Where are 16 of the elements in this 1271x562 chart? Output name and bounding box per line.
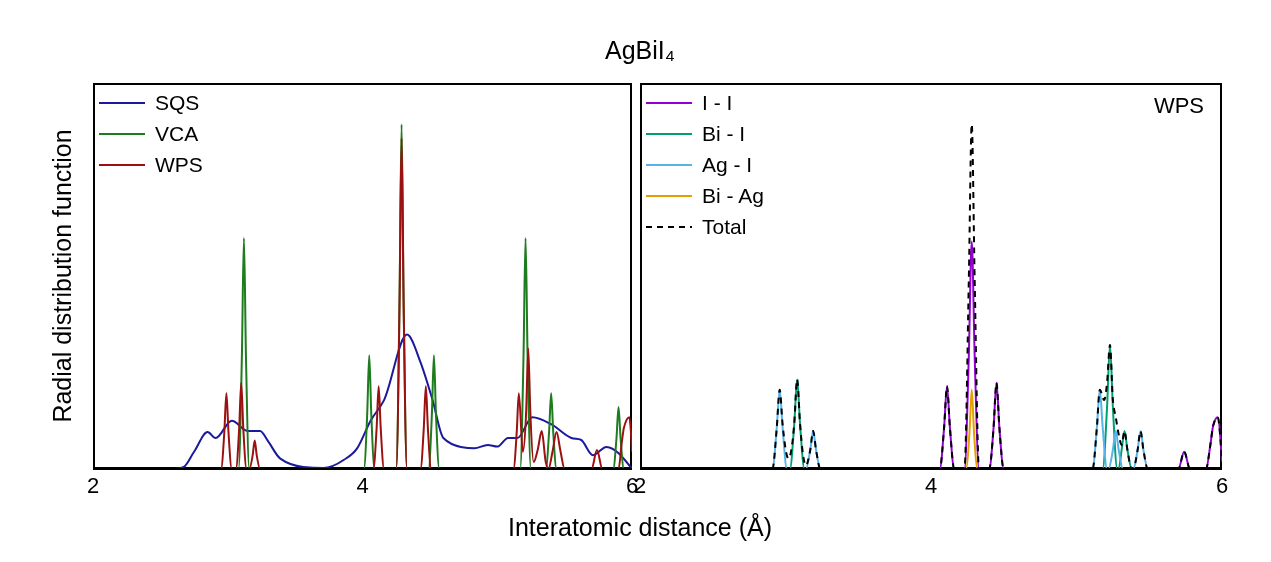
x-tick-label: 6 bbox=[1215, 472, 1229, 498]
legend-label: VCA bbox=[155, 121, 199, 147]
text: WPS bbox=[1153, 93, 1204, 119]
x-tick-label: 4 bbox=[356, 472, 369, 498]
chart-title: AgBiI₄ bbox=[604, 36, 676, 65]
legend-label: Bi - Ag bbox=[702, 183, 764, 209]
legend-label: WPS bbox=[155, 152, 203, 178]
legend-label: SQS bbox=[155, 90, 200, 116]
legend-label: I - I bbox=[702, 90, 733, 116]
x-tick-label: 2 bbox=[86, 472, 100, 498]
x-tick-label: 4 bbox=[924, 472, 938, 498]
y-axis-title: Radial distribution function bbox=[47, 129, 77, 423]
legend-label: Total bbox=[702, 214, 747, 240]
legend-label: Bi - I bbox=[702, 121, 746, 147]
x-axis-title: Interatomic distance (Å) bbox=[507, 513, 773, 542]
legend-label: Ag - I bbox=[702, 152, 753, 178]
